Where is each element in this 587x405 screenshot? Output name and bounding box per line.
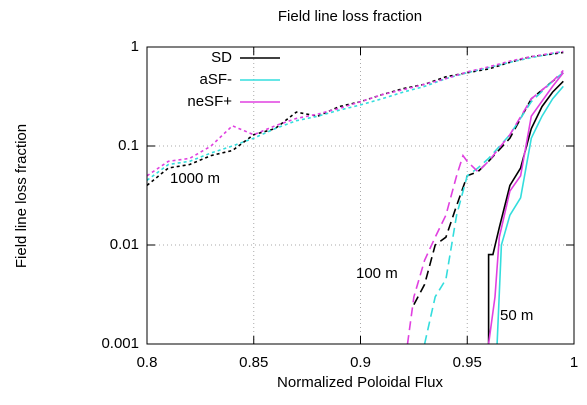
x-tick-label: 1 (570, 354, 578, 371)
data-line (147, 50, 564, 177)
legend-label: aSF- (199, 71, 232, 88)
data-line (487, 72, 564, 344)
y-axis-label: Field line loss fraction (13, 124, 30, 268)
x-axis-label: Normalized Poloidal Flux (277, 374, 443, 391)
group-label: 1000 m (170, 170, 220, 187)
data-line (423, 72, 564, 344)
x-tick-label: 0.85 (239, 354, 268, 371)
x-tick-label: 0.95 (453, 354, 482, 371)
group-label: 100 m (356, 265, 398, 282)
data-line (147, 50, 564, 181)
data-line (487, 80, 564, 344)
legend-label: SD (211, 49, 232, 66)
x-tick-label: 0.9 (350, 354, 371, 371)
y-tick-label: 1 (131, 38, 139, 55)
group-label: 50 m (500, 307, 533, 324)
legend-label: neSF+ (187, 93, 232, 110)
y-tick-label: 0.001 (101, 335, 139, 352)
chart-title: Field line loss fraction (278, 8, 422, 25)
x-tick-label: 0.8 (137, 354, 158, 371)
y-tick-label: 0.1 (118, 137, 139, 154)
data-line (496, 85, 564, 344)
y-tick-label: 0.01 (110, 236, 139, 253)
data-line (413, 72, 564, 305)
plot-frame (146, 46, 575, 345)
data-line (147, 51, 564, 187)
data-line (406, 69, 564, 344)
